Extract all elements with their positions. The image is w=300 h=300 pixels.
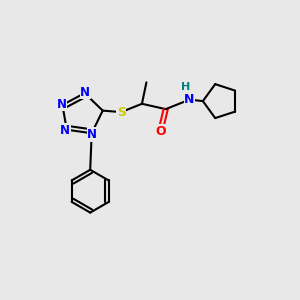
Text: N: N	[56, 98, 67, 111]
Text: N: N	[60, 124, 70, 137]
Text: O: O	[155, 125, 166, 138]
Text: H: H	[181, 82, 190, 92]
Text: N: N	[184, 93, 195, 106]
Text: N: N	[87, 128, 97, 141]
Text: N: N	[80, 86, 90, 99]
Text: S: S	[117, 106, 126, 118]
